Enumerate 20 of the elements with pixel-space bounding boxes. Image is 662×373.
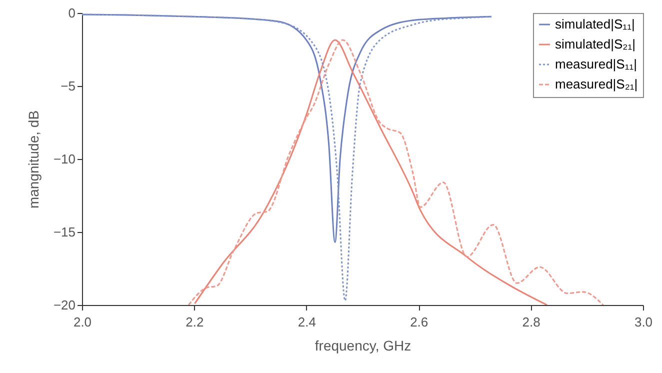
- x-tick-label: 2.6: [410, 314, 428, 330]
- y-tick-label: −10: [53, 152, 76, 166]
- x-tick-label: 2.8: [522, 314, 540, 330]
- line-series: [194, 39, 548, 305]
- legend-label: measured|S₁₁|: [555, 56, 638, 72]
- legend-label: simulated|S₁₁|: [555, 16, 635, 32]
- legend-label: simulated|S₂₁|: [555, 36, 636, 52]
- x-tick-label: 2.2: [186, 314, 204, 330]
- legend-label: measured|S₂₁|: [555, 76, 638, 92]
- x-tick-label: 3.0: [634, 314, 653, 330]
- x-tick-label: 2.4: [298, 314, 316, 330]
- y-axis-title: mangnitude, dB: [25, 110, 42, 209]
- line-series: [82, 14, 492, 243]
- x-axis-title: frequency, GHz: [314, 338, 412, 354]
- x-tick-label: 2.0: [73, 314, 92, 330]
- y-tick-label: 0: [68, 6, 76, 20]
- line-series: [82, 14, 492, 302]
- y-tick-label: −5: [60, 78, 76, 94]
- y-tick-label: −20: [53, 298, 76, 312]
- y-tick-label: −15: [53, 224, 76, 240]
